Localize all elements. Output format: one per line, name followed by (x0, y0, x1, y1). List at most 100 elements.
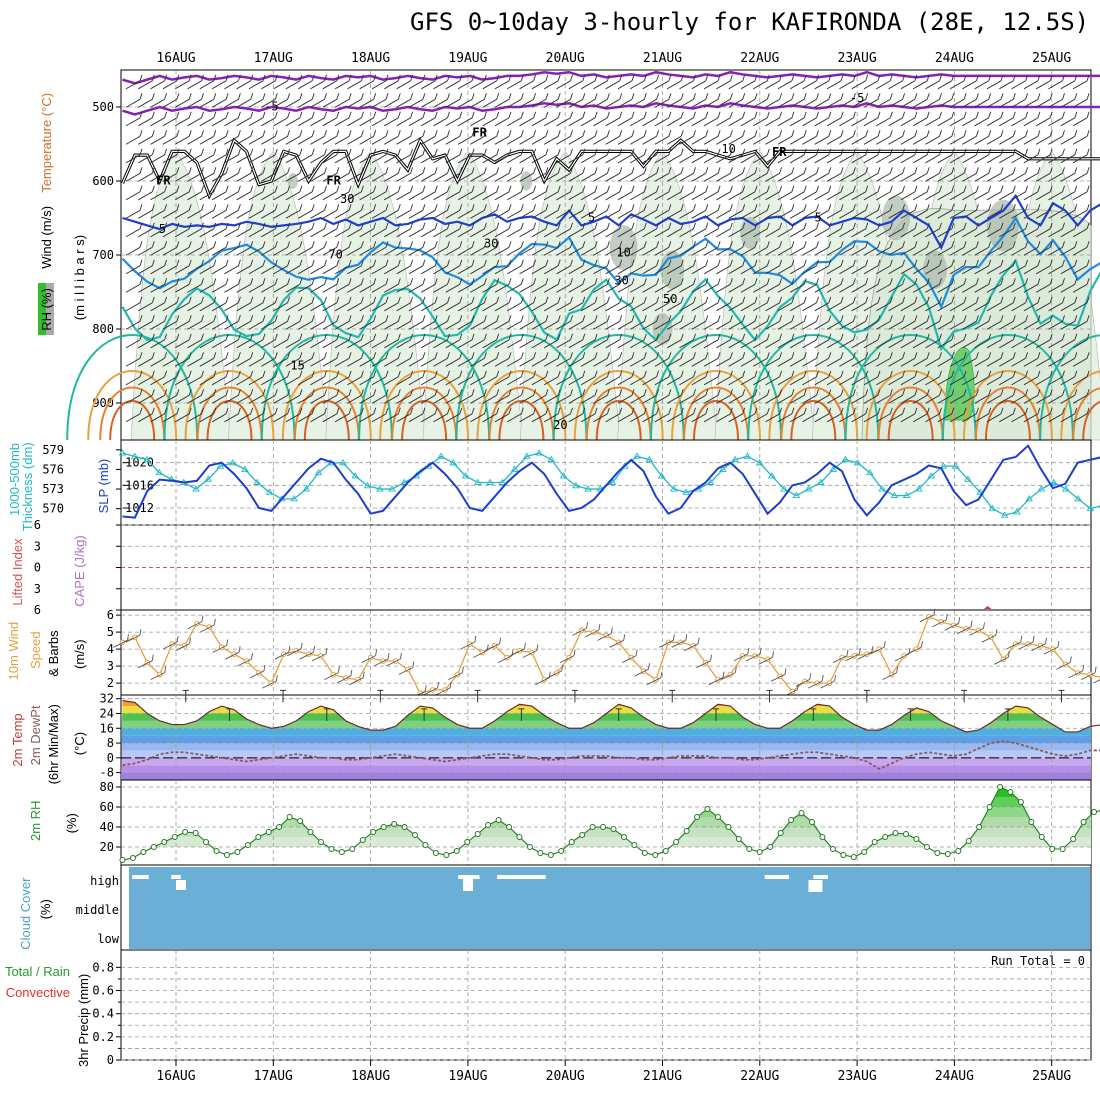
wind-barb (1011, 302, 1026, 312)
wind-barb-flag (225, 241, 229, 248)
wind-barb (962, 154, 977, 164)
wind-barb-flag (914, 389, 918, 396)
wind-barb (630, 98, 645, 108)
wind-barb (789, 172, 805, 182)
wind-barb-flag (397, 389, 401, 396)
thickness-point (437, 452, 445, 459)
wind-barb (396, 413, 411, 423)
wind-barb (716, 394, 731, 404)
wind-barb (1048, 80, 1063, 90)
cloud-fill (129, 867, 1090, 949)
wind-barb (261, 302, 276, 312)
wind-barb-flag (717, 278, 721, 285)
wind-barb-flag (889, 130, 893, 137)
wind-barb (445, 265, 461, 275)
wind-barb-flag (828, 333, 832, 340)
wind-barb-flag (1037, 389, 1041, 396)
wind-barb (322, 80, 338, 90)
wind-barb-flag (816, 259, 819, 266)
wind-barb-flag (447, 148, 450, 155)
wind-barb (789, 117, 805, 127)
wind-barb-flag (766, 278, 770, 285)
wind-barb (261, 394, 276, 404)
wind-barb (765, 154, 780, 164)
wind-barb (273, 135, 288, 145)
wind-barb (949, 339, 965, 349)
wind-barb (580, 320, 596, 330)
wind-barb-flag (250, 333, 254, 340)
wind-barb-flag (176, 111, 180, 118)
wind-barb (273, 191, 288, 201)
wind-barb (630, 394, 645, 404)
rh-point (840, 852, 847, 858)
wind-barb-flag (288, 646, 291, 653)
wind-barb (863, 154, 879, 164)
wind-barb (297, 135, 313, 145)
wind-barb (937, 209, 953, 219)
wind-barb-flag (570, 204, 573, 211)
wind-barb-flag (705, 389, 709, 396)
wind-barb-flag (803, 130, 807, 137)
wind-barb (507, 302, 522, 312)
wind-barb (863, 80, 879, 90)
wind-barb (630, 117, 645, 127)
wind-barb-flag (809, 673, 812, 680)
wind-barb (765, 283, 780, 293)
axis-title: (°C) (72, 732, 87, 755)
wind-barb (420, 209, 436, 219)
wind-barb-flag (262, 352, 266, 359)
wind-barb-flag (939, 241, 942, 248)
wind-barb-flag (1032, 635, 1035, 643)
wind-barb (851, 135, 866, 145)
wind-barb (211, 357, 227, 367)
wind-barb-flag (610, 627, 613, 634)
wind-barb-flag (533, 241, 537, 248)
wind-barb-flag (1025, 167, 1029, 174)
wind-barb-flag (619, 241, 623, 248)
wind-barb-flag (410, 407, 414, 414)
temp-band (121, 743, 1091, 751)
wind-barb-flag (213, 222, 217, 229)
wind-barb-flag (606, 333, 610, 340)
wind-barb-flag (902, 93, 906, 100)
wind-barb (765, 246, 780, 256)
wind-barb-flag (729, 185, 733, 192)
wind-barb (728, 302, 743, 312)
rh-legend-swatch-dark (46, 283, 54, 335)
wind-barb (274, 651, 289, 660)
wind-barb-flag (865, 296, 869, 303)
wind-barb-flag (1062, 185, 1065, 192)
wind-barb-flag (336, 130, 340, 137)
wind-barb-flag (963, 352, 967, 359)
wind-barb-flag (1062, 111, 1065, 118)
wind-barb (494, 191, 510, 201)
wind-barb (1018, 641, 1034, 650)
wind-barb (1048, 265, 1063, 275)
wind-barb-flag (877, 130, 881, 137)
wind-barb (297, 117, 313, 127)
rh-point (453, 848, 460, 854)
wind-barb (777, 265, 793, 275)
wind-barb-flag (557, 352, 561, 359)
wind-barb (605, 228, 620, 238)
wind-barb-flag (483, 259, 487, 266)
wind-barb (224, 320, 239, 330)
rh-point (317, 839, 324, 845)
wind-barb-flag (570, 185, 573, 192)
wind-barb (703, 98, 719, 108)
wind-barb (482, 154, 497, 164)
wind-barb-flag (459, 111, 463, 118)
wind-barb (568, 191, 584, 201)
wind-barb-flag (360, 204, 364, 211)
wind-barb (224, 413, 239, 423)
wind-barb (359, 283, 374, 293)
wind-barb-flag (594, 259, 598, 266)
wind-barb-flag (557, 93, 561, 100)
wind-barb-flag (471, 315, 475, 322)
wind-barb (138, 339, 153, 349)
wind-barb-flag (796, 683, 799, 690)
thickness-tick-label: 570 (42, 502, 64, 516)
wind-barb (814, 357, 830, 367)
wind-barb (236, 98, 251, 108)
axis-title: SLP (mb) (96, 459, 111, 514)
